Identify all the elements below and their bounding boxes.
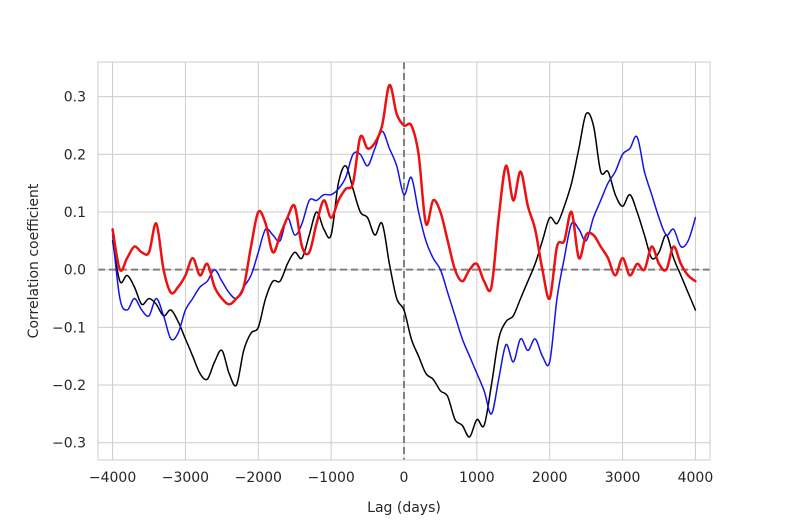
- plot-frame: [97, 61, 711, 461]
- x-tick-label: −2000: [235, 470, 282, 486]
- series-line-1: [111, 111, 697, 438]
- y-tick-label: 0.3: [64, 90, 86, 106]
- reference-lines: [98, 62, 710, 460]
- x-tick-label: 2000: [532, 470, 568, 486]
- x-tick-labels: −4000 −3000 −2000 −1000 0 1000 2000 3000 4000: [89, 470, 713, 486]
- x-tick-label: −3000: [162, 470, 209, 486]
- series-line-3: [111, 83, 697, 306]
- y-tick-label: −0.3: [52, 436, 86, 452]
- y-tick-label: 0.2: [64, 147, 86, 163]
- y-tick-label: −0.2: [52, 378, 86, 394]
- x-tick-label: 3000: [605, 470, 641, 486]
- x-tick-label: −4000: [89, 470, 136, 486]
- series: [111, 83, 697, 438]
- x-tick-label: 1000: [459, 470, 495, 486]
- series-line-2: [111, 130, 697, 415]
- x-tick-label: 0: [400, 470, 409, 486]
- y-tick-label: 0.0: [64, 263, 86, 279]
- x-axis-label: Lag (days): [367, 500, 441, 516]
- y-tick-label: −0.1: [52, 320, 86, 336]
- x-tick-label: −1000: [307, 470, 354, 486]
- x-tick-label: 4000: [678, 470, 714, 486]
- y-tick-label: 0.1: [64, 205, 86, 221]
- y-tick-labels: −0.3 −0.2 −0.1 0.0 0.1 0.2 0.3: [52, 90, 86, 452]
- y-axis-label: Correlation coefficient: [26, 183, 42, 338]
